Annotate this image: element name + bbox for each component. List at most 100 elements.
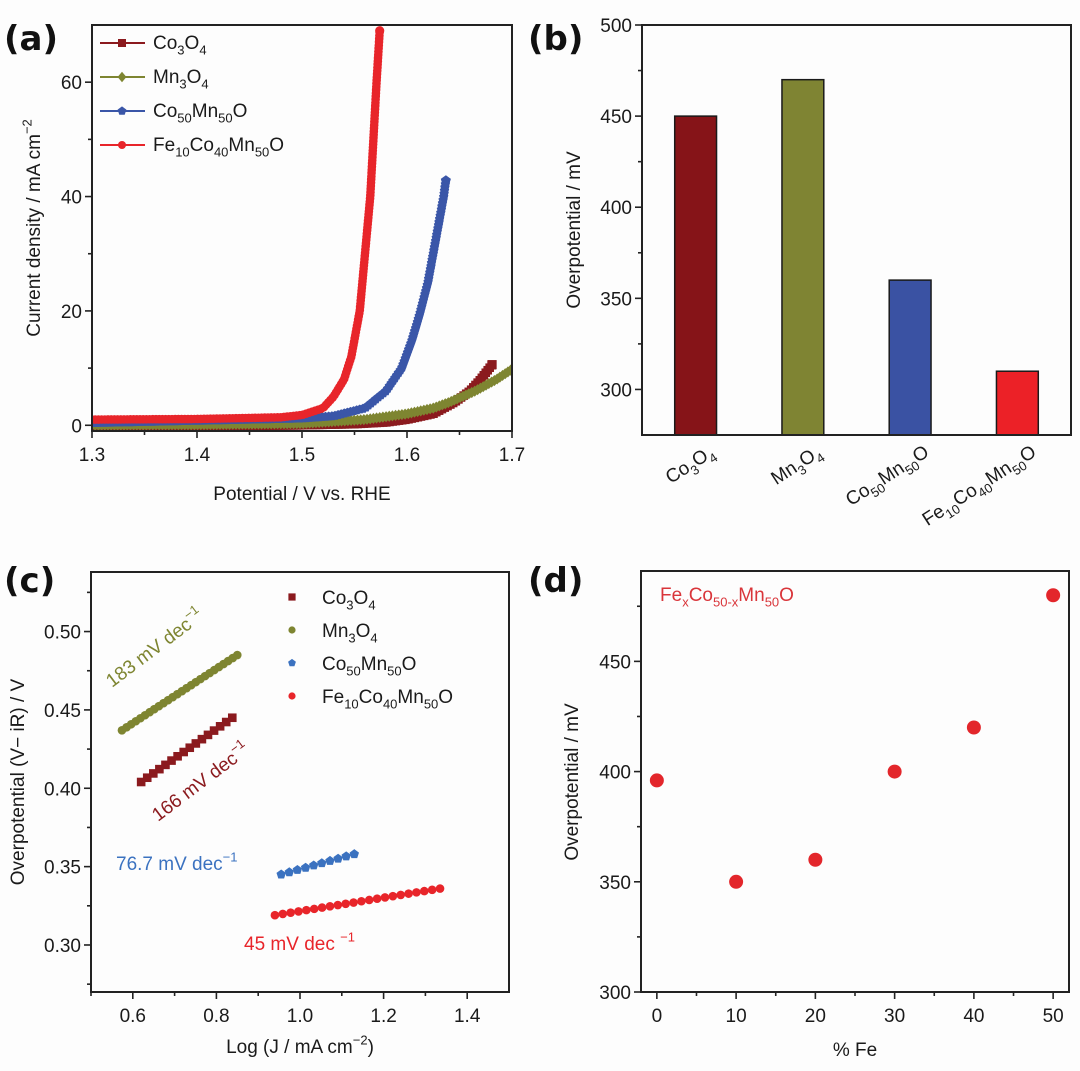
series-fe10co40mn50o (270, 884, 445, 920)
text-segment: Mn (361, 654, 387, 675)
text-segment: 4 (370, 631, 377, 646)
point-co3o4 (136, 777, 146, 787)
text-segment: 3 (346, 598, 353, 613)
point-co3o4 (161, 760, 170, 770)
text-segment: Fe (322, 687, 344, 708)
panel-d-ytick-label: 300 (599, 983, 631, 1004)
point-fe10co40mn50o (435, 884, 445, 893)
slope-annotation-co50mn50o: 76.7 mV dec−1 (116, 849, 238, 875)
panel-d-xtick-label: 0 (652, 1006, 663, 1027)
legend-item: Fe10Co40Mn50O (288, 687, 453, 712)
point-fe10co40mn50o (317, 903, 327, 912)
panel-d-xtick-label: 40 (963, 1006, 984, 1027)
panel-b-ytick-label: 300 (600, 380, 632, 401)
panel-a-lsv-curves: 0 20 40 60 1.3 1.4 1.5 1.6 1.7 Current density / … (19, 24, 525, 466)
text-segment: 50 (902, 458, 922, 478)
panel-d-ylabel: Overpotential / mV (562, 703, 583, 861)
point-co50mn50o (317, 858, 327, 868)
data-point-40-pct-fe (966, 720, 981, 735)
text-segment: 50 (177, 111, 191, 126)
point-fe10co40mn50o (420, 886, 429, 896)
legend-item: Fe10Co40Mn50O (100, 135, 284, 160)
text-segment: 40 (975, 480, 995, 500)
panel-c-ylabel: Overpotential (V− iR) / V (8, 678, 29, 885)
text-segment: 50 (424, 697, 438, 712)
panel-a-ytick-label: 20 (61, 302, 82, 323)
point-co50mn50o (300, 862, 311, 872)
point-fe10co40mn50o (309, 904, 319, 914)
text-segment: 3 (348, 631, 355, 646)
legend-item: Co3O4 (100, 33, 207, 58)
legend-item: Mn3O4 (288, 621, 378, 646)
point-fe10co40mn50o (325, 902, 335, 911)
panel-b-ytick-label: 350 (600, 289, 632, 310)
legend-marker-diamond (117, 71, 127, 83)
point-fe10co40mn50o (302, 905, 311, 915)
point-co50mn50o (333, 853, 343, 863)
point-fe10co40mn50o (404, 889, 413, 898)
panel-a-ylabel: Current density / mA cm−2 (19, 119, 45, 337)
text-segment: Mn (228, 135, 254, 156)
panel-d-ytick-label: 350 (599, 873, 631, 894)
text-segment: 166 mV dec (148, 748, 242, 826)
text-segment: Fe (919, 501, 949, 531)
point-co3o4 (197, 734, 207, 744)
series-fe10co40mn50o (92, 26, 385, 424)
text-segment: O (269, 135, 284, 156)
text-segment: −2 (353, 1032, 368, 1047)
text-segment: 50 (387, 664, 401, 679)
panel-c-ytick-label: 0.45 (44, 701, 81, 722)
legend-marker-fe10co40mn50o (288, 692, 296, 700)
text-segment: Mn (153, 67, 179, 88)
text-segment: Co (153, 33, 177, 54)
marker-co50mn50o-end (440, 175, 451, 185)
marker-mn3o4-end (506, 363, 512, 376)
text-segment: Mn (738, 585, 764, 606)
data-point-50-pct-fe (1046, 588, 1061, 603)
text-segment: 50 (255, 145, 269, 160)
legend-marker-pentagon (117, 106, 127, 115)
point-mn3o4 (233, 650, 242, 660)
data-point-20-pct-fe (808, 852, 823, 867)
legend-label: Co50Mn50O (322, 654, 416, 679)
panel-c-xtick-label: 0.8 (203, 1006, 229, 1027)
legend-marker-circle (118, 141, 126, 149)
legend-item: Mn3O4 (100, 67, 209, 92)
category-label-fe10co40mn50o: Fe10Co40Mn50O (919, 442, 1042, 534)
point-co50mn50o (276, 869, 286, 879)
text-segment: Co (322, 588, 346, 609)
point-fe10co40mn50o (278, 909, 288, 919)
text-segment: Mn (767, 458, 801, 490)
point-co50mn50o (292, 865, 303, 874)
panel-label-c: (c) (4, 561, 55, 601)
point-fe10co40mn50o (270, 910, 280, 920)
panel-d-xtick-label: 10 (726, 1006, 747, 1027)
text-segment: 50 (218, 111, 232, 126)
point-fe10co40mn50o (388, 891, 398, 901)
text-segment: Co (190, 135, 214, 156)
bar-co3o4 (673, 115, 718, 436)
point-co3o4 (215, 722, 225, 731)
point-co3o4 (149, 769, 158, 778)
panel-a-xlabel: Potential / V vs. RHE (213, 484, 390, 505)
text-segment: 50 (346, 664, 360, 679)
text-segment: O (779, 585, 794, 606)
panel-c-ytick-label: 0.50 (44, 623, 81, 644)
legend-marker-square (118, 39, 126, 47)
panel-a-xtick-label: 1.4 (184, 445, 211, 466)
panel-a-ytick-label: 40 (61, 188, 82, 209)
text-segment: 3 (177, 43, 184, 58)
legend-marker-co50mn50o (288, 658, 296, 667)
legend-label: Fe10Co40Mn50O (153, 135, 284, 160)
text-segment: Co (322, 654, 346, 675)
panel-d-xtick-label: 20 (805, 1006, 826, 1027)
panel-a-xtick-label: 1.6 (394, 445, 420, 466)
panel-b-ylabel: Overpotential / mV (564, 151, 585, 309)
legend-item: Co50Mn50O (288, 654, 416, 679)
point-fe10co40mn50o (349, 898, 358, 907)
series-co3o4 (136, 713, 237, 787)
